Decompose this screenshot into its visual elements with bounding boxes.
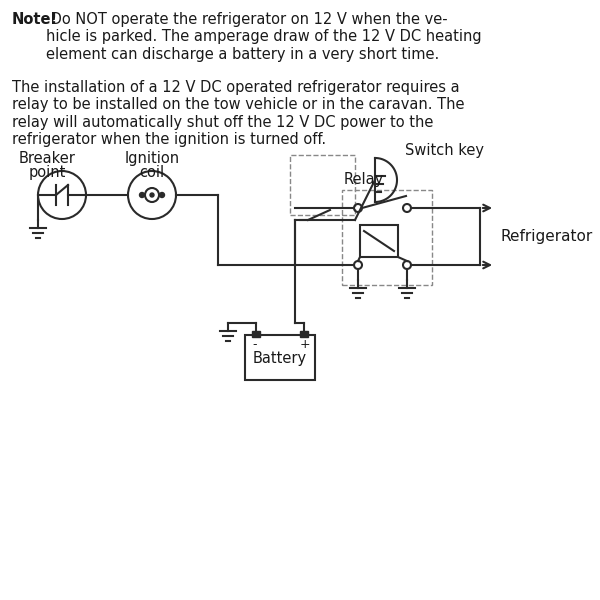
Text: The installation of a 12 V DC operated refrigerator requires a
relay to be insta: The installation of a 12 V DC operated r…: [12, 80, 464, 147]
Text: Switch key: Switch key: [405, 143, 484, 158]
Bar: [300, 331, 308, 337]
Circle shape: [150, 193, 154, 197]
Text: Breaker: Breaker: [19, 151, 76, 166]
Text: -: -: [253, 338, 257, 351]
Text: Do NOT operate the refrigerator on 12 V when the ve-
hicle is parked. The ampera: Do NOT operate the refrigerator on 12 V …: [46, 12, 482, 62]
Text: point: point: [28, 165, 65, 180]
Circle shape: [160, 193, 164, 197]
Text: +: +: [299, 338, 310, 351]
Text: Note!: Note!: [12, 12, 58, 27]
Bar: [290, 155, 355, 215]
Text: Battery: Battery: [253, 350, 307, 365]
Text: coil: coil: [139, 165, 164, 180]
Bar: [342, 190, 432, 285]
Text: Refrigerator: Refrigerator: [500, 229, 592, 244]
Text: Relay: Relay: [344, 172, 384, 187]
Text: Ignition: Ignition: [124, 151, 179, 166]
Circle shape: [139, 193, 145, 197]
Bar: [245, 335, 315, 380]
Bar: [252, 331, 260, 337]
Bar: [360, 225, 398, 257]
